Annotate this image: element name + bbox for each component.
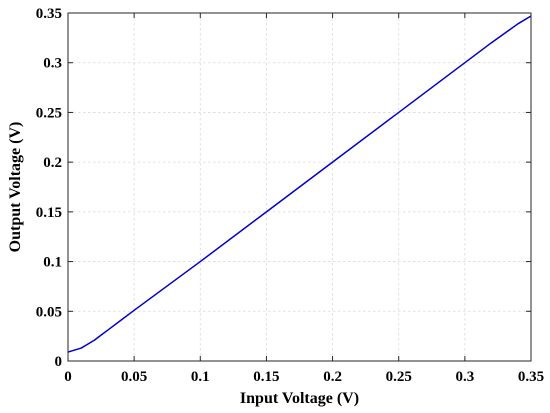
x-tick-label: 0.1 — [191, 369, 210, 385]
grid — [68, 13, 531, 361]
series-line-0 — [67, 15, 532, 353]
x-axis-label: Input Voltage (V) — [240, 390, 359, 407]
y-tick-label: 0.3 — [43, 56, 62, 72]
x-tick-label: 0.3 — [455, 369, 474, 385]
x-tick-label: 0.25 — [386, 369, 412, 385]
x-tick-label: 0.2 — [323, 369, 342, 385]
x-tick-label: 0 — [64, 369, 72, 385]
ticks: 0 0.05 0.1 0.15 0.2 0.25 0.3 0.35 0 0.05 0.1 0.15 0.… — [36, 6, 544, 385]
x-tick-label: 0.05 — [121, 369, 147, 385]
y-tick-label: 0.25 — [36, 105, 62, 121]
y-tick-label: 0 — [55, 354, 63, 370]
y-tick-label: 0.2 — [43, 155, 62, 171]
series-layer — [67, 15, 532, 353]
x-tick-label: 0.35 — [518, 369, 544, 385]
x-tick-label: 0.15 — [253, 369, 279, 385]
y-tick-label: 0.15 — [36, 205, 62, 221]
y-tick-label: 0.1 — [43, 255, 62, 271]
y-tick-label: 0.05 — [36, 304, 62, 320]
y-axis-label: Output Voltage (V) — [7, 122, 24, 253]
y-tick-label: 0.35 — [36, 6, 62, 22]
plot-frame — [67, 12, 532, 362]
